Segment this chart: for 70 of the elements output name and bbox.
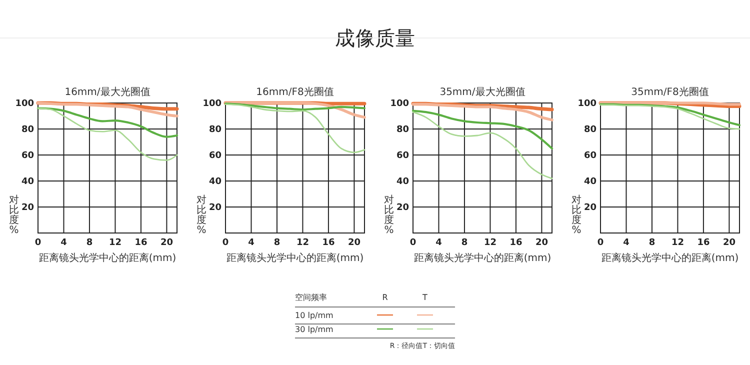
x-tick-label: 4 <box>248 238 254 248</box>
text: R <box>382 293 388 302</box>
y-tick-label: 100 <box>578 99 596 109</box>
x-tick-label: 8 <box>648 238 656 248</box>
chart-title: 16mm/最大光圈值 <box>64 86 150 98</box>
x-tick-label: 16 <box>322 238 335 248</box>
x-axis-title: 距离镜头光学中心的距离(mm) <box>226 252 364 264</box>
chart-title: 16mm/F8光圈值 <box>256 86 334 98</box>
chart-title: 35mm/F8光圈值 <box>631 86 709 98</box>
x-tick-label: 0 <box>222 238 229 248</box>
y-tick-label: 40 <box>208 177 222 187</box>
y-tick-label: 60 <box>584 151 596 161</box>
line-series <box>36 102 178 118</box>
x-tick-label: 12 <box>108 238 122 248</box>
line-series <box>412 110 554 150</box>
y-tick-label: 20 <box>584 203 596 213</box>
x-tick-label: 4 <box>436 238 442 248</box>
x-tick-label: 16 <box>697 238 710 248</box>
x-axis-title: 距离镜头光学中心的距离(mm) <box>601 252 739 264</box>
line-series <box>36 107 178 138</box>
y-axis-title: 对比度% <box>196 194 206 236</box>
chart-title: 35mm/最大光圈值 <box>440 86 526 98</box>
x-tick-label: 12 <box>296 238 309 248</box>
line-series <box>412 111 553 180</box>
y-tick-label: 20 <box>21 203 34 213</box>
x-tick-label: 0 <box>34 238 42 248</box>
x-tick-label: 16 <box>510 238 522 248</box>
text: 10 lp/mm <box>295 311 334 320</box>
y-tick-label: 80 <box>584 125 596 135</box>
x-axis-title: 距离镜头光学中心的距离(mm) <box>414 252 552 264</box>
x-tick-label: 8 <box>461 238 468 248</box>
y-tick-label: 60 <box>208 151 222 161</box>
x-tick-label: 8 <box>86 238 93 248</box>
text: T <box>422 293 428 302</box>
y-tick-label: 60 <box>21 151 34 161</box>
x-tick-label: 0 <box>597 238 604 248</box>
line-series <box>599 103 741 126</box>
y-axis-title: 对比度% <box>384 194 394 236</box>
x-tick-label: 0 <box>410 238 416 248</box>
x-tick-label: 12 <box>671 238 684 248</box>
x-tick-label: 4 <box>60 238 67 248</box>
x-tick-label: 20 <box>535 238 548 248</box>
x-tick-label: 16 <box>134 238 148 248</box>
y-tick-label: 20 <box>208 203 222 213</box>
y-tick-label: 100 <box>15 99 34 109</box>
x-tick-label: 20 <box>722 238 736 248</box>
y-tick-label: 80 <box>21 125 34 135</box>
x-tick-label: 12 <box>484 238 496 248</box>
y-axis-title: 对比度% <box>572 194 582 236</box>
line-series <box>37 108 178 161</box>
y-tick-label: 40 <box>396 177 409 187</box>
x-tick-label: 20 <box>160 238 173 248</box>
x-tick-label: 8 <box>274 238 280 248</box>
y-tick-label: 40 <box>21 177 34 187</box>
y-tick-label: 80 <box>208 125 222 135</box>
legend-title: 空间频率 <box>295 293 327 302</box>
text: 30 lp/mm <box>295 325 334 334</box>
y-tick-label: 100 <box>202 99 222 109</box>
x-tick-label: 20 <box>348 238 360 248</box>
y-tick-label: 60 <box>396 151 409 161</box>
y-tick-label: 40 <box>584 177 596 187</box>
x-tick-label: 4 <box>623 238 630 248</box>
y-tick-label: 20 <box>396 203 409 213</box>
line-series <box>224 104 366 154</box>
y-axis-title: 对比度% <box>9 194 19 236</box>
y-tick-label: 80 <box>396 125 409 135</box>
y-tick-label: 100 <box>390 99 409 109</box>
line-series <box>412 102 554 122</box>
x-axis-title: 距离镜头光学中心的距离(mm) <box>38 252 176 264</box>
line-series <box>600 104 740 130</box>
